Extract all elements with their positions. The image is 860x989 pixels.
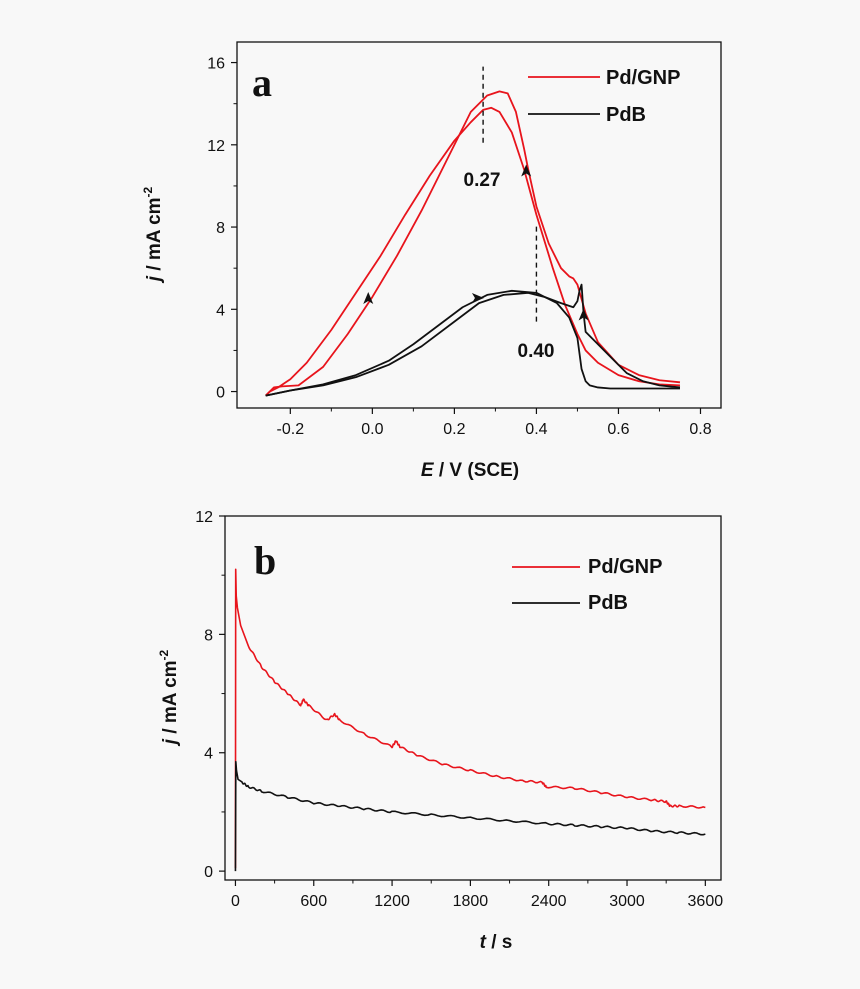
panel-a-y-tick-label: 16 [207, 56, 225, 73]
panel-b-y-tick-label: 8 [204, 627, 213, 644]
panel-a-y-tick-label: 12 [207, 138, 225, 155]
panel-b-x-tick-label: 1800 [453, 893, 489, 910]
panel-b-y-tick-label: 4 [204, 746, 213, 763]
panel-b-y-tick-label: 12 [195, 509, 213, 526]
panel-a-x-tick-label: 0.0 [361, 421, 383, 438]
panel-b-y-axis-title-symbol: j [160, 738, 181, 747]
panel-b-x-tick-label: 3000 [609, 893, 645, 910]
panel-a-x-tick-label: 0.2 [443, 421, 465, 438]
panel-b-x-tick-label: 2400 [531, 893, 567, 910]
panel-b-label: b [254, 538, 276, 583]
panel-b-series-pdb [234, 760, 706, 872]
panel-a-ticks: -0.2 0.0 0.2 0.4 0.6 0.8 0 4 8 12 16 [207, 56, 712, 438]
panel-a-scan-arrow-1 [363, 292, 374, 305]
panel-a-legend-label-pdgnp: Pd/GNP [606, 67, 680, 89]
panel-a-legend-label-pdb: PdB [606, 104, 646, 126]
panel-a-plot-frame [236, 41, 722, 409]
panel-b-x-axis-title-unit: / s [486, 932, 512, 953]
panel-b-y-axis-title: j / mA cm-2 [157, 649, 181, 747]
panel-b: 0 600 1200 1800 2400 3000 3600 0 4 8 12 b Pd/GNP P… [157, 509, 723, 953]
panel-a-legend: Pd/GNP PdB [528, 67, 680, 126]
panel-b-y-axis-title-exponent: -2 [157, 649, 171, 660]
panel-a-y-axis-title-symbol: j [144, 275, 165, 284]
panel-a-x-tick-label: 0.4 [525, 421, 547, 438]
panel-a-y-tick-label: 4 [216, 302, 225, 319]
panel-b-ticks: 0 600 1200 1800 2400 3000 3600 0 4 8 12 [195, 509, 723, 910]
panel-a-y-tick-label: 0 [216, 385, 225, 402]
panel-b-x-tick-label: 0 [231, 893, 240, 910]
panel-a-series-pdgnp-reverse-scan [265, 106, 681, 397]
panel-b-y-axis-title-unit: / mA cm [160, 660, 181, 739]
panel-a-x-tick-label: 0.6 [607, 421, 629, 438]
panel-b-series-pdgnp [234, 568, 706, 869]
panel-a-scan-arrow-3 [471, 292, 484, 303]
panel-a-y-axis-title-unit: / mA cm [144, 197, 165, 276]
panel-a-y-axis-title-exponent: -2 [141, 186, 155, 197]
panel-a-scan-arrow-2 [521, 164, 532, 177]
panel-b-plot-frame [224, 515, 722, 881]
panel-a-label: a [252, 60, 272, 105]
panel-a-x-tick-label: 0.8 [689, 421, 711, 438]
panel-a-x-axis-title-symbol: E [421, 460, 435, 481]
panel-b-x-tick-label: 600 [300, 893, 327, 910]
panel-a-x-tick-label: -0.2 [277, 421, 305, 438]
panel-b-x-tick-label: 1200 [374, 893, 410, 910]
panel-b-y-tick-label: 0 [204, 864, 213, 881]
panel-a-y-tick-label: 8 [216, 220, 225, 237]
panel-a-series-pdb-forward-scan [265, 283, 681, 397]
panel-a-series-pdgnp-forward-scan [265, 90, 681, 397]
panel-a: -0.2 0.0 0.2 0.4 0.6 0.8 0 4 8 12 16 0.27 0.40 a Pd… [141, 41, 722, 481]
panel-a-peak-label-1: 0.27 [464, 170, 501, 191]
panel-a-peak-label-2: 0.40 [518, 341, 555, 362]
panel-a-x-axis-title: E / V (SCE) [421, 460, 519, 481]
panel-b-x-axis-title: t / s [480, 932, 513, 953]
panel-b-x-tick-label: 3600 [688, 893, 724, 910]
panel-b-legend-label-pdgnp: Pd/GNP [588, 556, 662, 578]
panel-a-annotations: 0.27 0.40 [363, 66, 589, 362]
panel-b-series [234, 568, 706, 872]
panel-b-legend: Pd/GNP PdB [512, 556, 662, 614]
panel-b-legend-label-pdb: PdB [588, 592, 628, 614]
panel-a-y-axis-title: j / mA cm-2 [141, 186, 165, 284]
panel-b-x-axis-title-symbol: t [480, 932, 487, 953]
panel-a-x-axis-title-unit: / V (SCE) [434, 460, 520, 481]
panel-a-scan-arrow-4 [578, 308, 589, 321]
